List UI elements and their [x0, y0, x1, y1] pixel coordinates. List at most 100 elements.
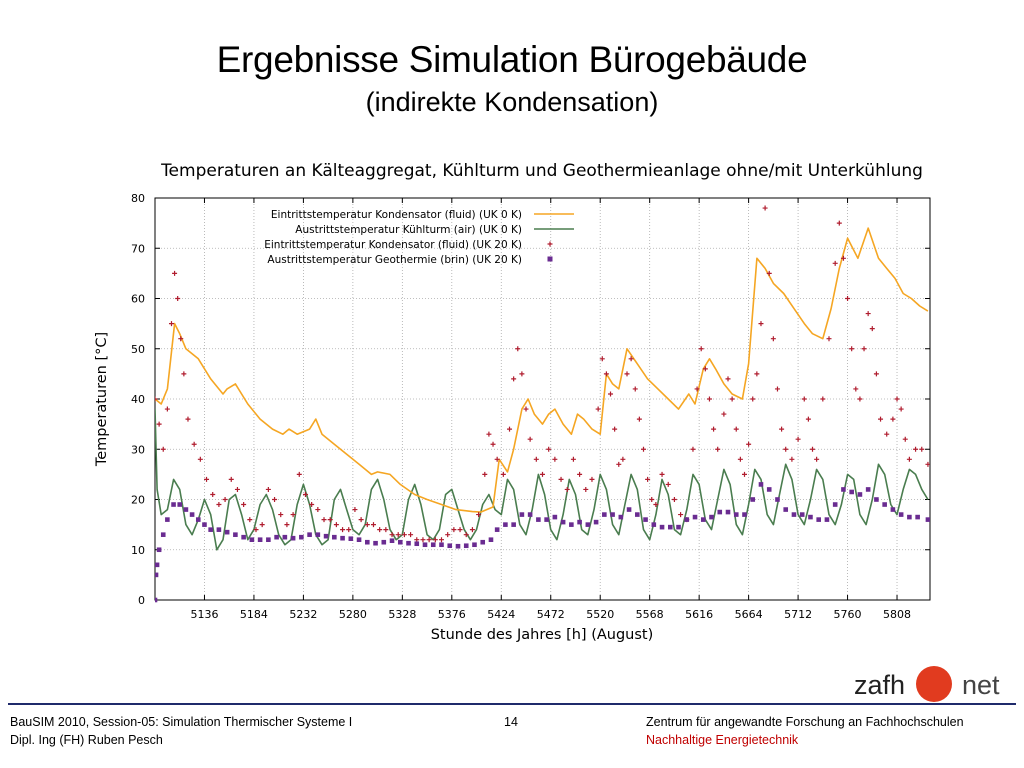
plus-marker: [762, 205, 768, 211]
page-number: 14: [504, 715, 518, 729]
square-marker: [494, 527, 500, 532]
square-marker: [925, 517, 930, 522]
square-marker: [208, 527, 213, 532]
plus-marker: [805, 416, 811, 422]
plus-marker: [869, 326, 875, 332]
square-marker: [299, 534, 304, 540]
plus-marker: [451, 527, 457, 533]
plus-marker: [259, 522, 265, 528]
plus-marker: [814, 456, 820, 462]
x-tick-label: 5808: [883, 608, 911, 621]
square-marker: [422, 542, 428, 548]
y-tick-label: 0: [138, 594, 145, 607]
x-tick-label: 5184: [240, 608, 268, 621]
square-marker: [717, 509, 723, 515]
plus-marker: [327, 517, 333, 523]
series-2: [155, 409, 929, 551]
plus-marker: [494, 456, 500, 462]
square-marker: [684, 517, 690, 522]
plus-marker: [861, 346, 867, 352]
footer-divider: [8, 703, 1016, 705]
plus-marker: [645, 476, 651, 482]
square-marker: [849, 489, 854, 495]
logo-text-net: net: [962, 670, 1000, 700]
plus-marker: [181, 371, 187, 377]
square-marker: [455, 543, 461, 549]
square-marker: [249, 537, 255, 542]
plus-marker: [620, 456, 626, 462]
plus-marker: [185, 416, 191, 422]
plus-marker: [577, 471, 583, 477]
plus-marker: [222, 497, 228, 502]
plus-marker: [774, 386, 780, 392]
y-tick-label: 60: [131, 293, 145, 306]
square-marker: [766, 487, 772, 492]
square-marker: [775, 497, 780, 502]
square-marker: [397, 539, 403, 545]
footer-author: Dipl. Ing (FH) Ruben Pesch: [10, 733, 163, 747]
square-marker: [389, 538, 395, 544]
x-tick-label: 5520: [586, 608, 614, 621]
footer-session: BauSIM 2010, Session-05: Simulation Ther…: [10, 715, 353, 729]
plus-marker: [164, 406, 170, 412]
series-line: [155, 227, 929, 513]
plus-marker: [309, 502, 315, 508]
square-marker: [667, 524, 673, 530]
plus-marker: [482, 471, 488, 477]
plus-marker: [476, 512, 482, 518]
square-marker: [414, 541, 420, 547]
plus-marker: [873, 371, 879, 377]
square-marker: [585, 522, 591, 527]
y-tick-label: 40: [131, 393, 145, 406]
plus-marker: [913, 446, 919, 452]
square-marker: [857, 492, 863, 497]
plus-marker: [519, 371, 525, 377]
plus-marker: [845, 296, 851, 301]
plus-marker: [346, 527, 352, 533]
plus-marker: [754, 371, 760, 377]
square-marker: [332, 534, 337, 540]
square-marker: [177, 502, 183, 507]
plus-marker: [500, 471, 506, 477]
plus-marker: [766, 270, 772, 276]
plus-marker: [172, 270, 178, 276]
plus-marker: [364, 522, 370, 528]
plus-marker: [840, 255, 846, 261]
x-tick-label: 5328: [388, 608, 416, 621]
plus-marker: [715, 446, 721, 452]
square-marker: [659, 524, 665, 530]
plus-marker: [377, 527, 383, 533]
x-tick-label: 5568: [636, 608, 664, 621]
square-marker: [488, 537, 494, 542]
square-marker: [569, 522, 574, 527]
square-marker: [709, 514, 714, 520]
square-marker: [841, 487, 846, 492]
square-marker: [865, 487, 871, 492]
square-marker: [171, 502, 176, 507]
plus-marker: [721, 411, 727, 417]
series-4: [155, 482, 930, 603]
plus-marker: [608, 391, 614, 397]
square-marker: [643, 517, 648, 522]
plus-marker: [507, 426, 513, 432]
square-marker: [700, 517, 706, 522]
plus-marker: [370, 522, 376, 528]
legend-swatch: [547, 241, 553, 247]
series-3: [155, 205, 930, 543]
logo-dot-icon: [916, 666, 952, 702]
plus-marker: [333, 522, 339, 528]
plus-marker: [832, 260, 838, 266]
plus-marker: [801, 396, 807, 402]
chart-title: Temperaturen an Kälteaggregat, Kühlturm …: [160, 161, 923, 181]
plus-marker: [439, 537, 445, 543]
square-marker: [874, 497, 879, 502]
chart: Temperaturen an Kälteaggregat, Kühlturm …: [94, 161, 931, 643]
plus-marker: [925, 461, 930, 467]
plus-marker: [432, 537, 438, 543]
plus-marker: [733, 426, 739, 432]
square-marker: [750, 497, 756, 502]
square-marker: [552, 514, 558, 520]
plus-marker: [758, 321, 764, 327]
plus-marker: [616, 461, 622, 467]
slide-subtitle: (indirekte Kondensation): [365, 87, 659, 117]
